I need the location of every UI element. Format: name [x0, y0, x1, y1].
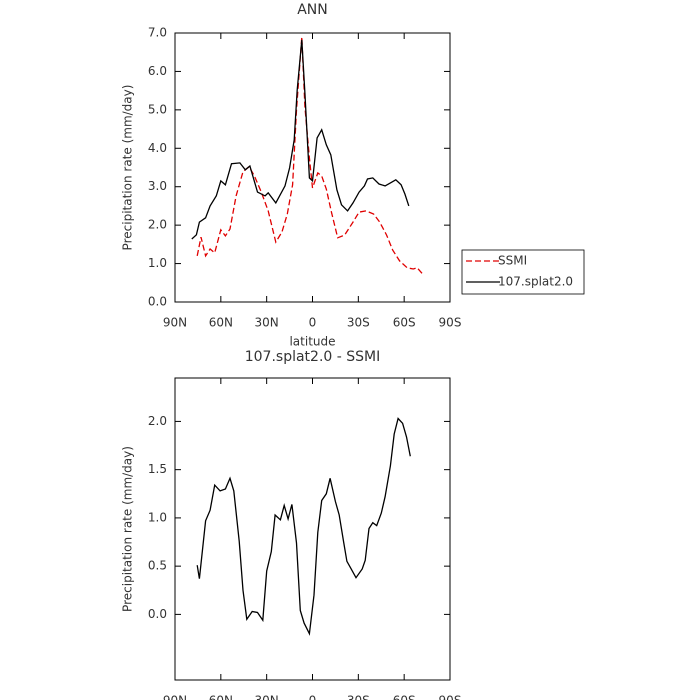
y-tick-label: 1.0 [148, 510, 167, 524]
y-tick-label: 4.0 [148, 141, 167, 155]
x-tick-label: 30S [347, 316, 370, 330]
legend-box [461, 249, 585, 295]
y-tick-label: 2.0 [148, 218, 167, 232]
y-tick-label: 0.0 [148, 607, 167, 621]
x-tick-label: 30N [255, 694, 279, 700]
x-tick-label: 30S [347, 694, 370, 700]
x-tick-label: 60N [209, 694, 233, 700]
y-tick-label: 5.0 [148, 102, 167, 116]
y-tick-label: 6.0 [148, 64, 167, 78]
x-tick-label: 30N [255, 316, 279, 330]
chart-title: ANN [297, 2, 328, 18]
y-tick-label: 2.0 [148, 414, 167, 428]
x-tick-label: 90N [163, 694, 187, 700]
x-tick-label: 90S [439, 316, 462, 330]
y-tick-label: 0.5 [148, 559, 167, 573]
y-tick-label: 1.5 [148, 462, 167, 476]
y-tick-label: 1.0 [148, 256, 167, 270]
y-tick-label: 3.0 [148, 179, 167, 193]
y-axis-label: Precipitation rate (mm/day) [121, 85, 135, 251]
x-tick-label: 0 [309, 694, 317, 700]
x-tick-label: 60N [209, 316, 233, 330]
plot-frame [174, 32, 451, 303]
y-tick-label: 0.0 [148, 295, 167, 309]
plot-frame [174, 377, 451, 681]
legend-label: SSMI [498, 254, 527, 268]
x-tick-label: 90N [163, 316, 187, 330]
legend-label: 107.splat2.0 [498, 275, 573, 289]
x-tick-label: 60S [393, 316, 416, 330]
chart-title: 107.splat2.0 - SSMI [245, 349, 381, 365]
x-tick-label: 60S [393, 694, 416, 700]
y-axis-label: Precipitation rate (mm/day) [121, 446, 135, 612]
x-axis-label: latitude [289, 335, 335, 349]
x-tick-label: 0 [309, 316, 317, 330]
x-tick-label: 90S [439, 694, 462, 700]
y-tick-label: 7.0 [148, 26, 167, 40]
line [191, 39, 410, 240]
line [196, 417, 411, 636]
line [196, 36, 423, 275]
